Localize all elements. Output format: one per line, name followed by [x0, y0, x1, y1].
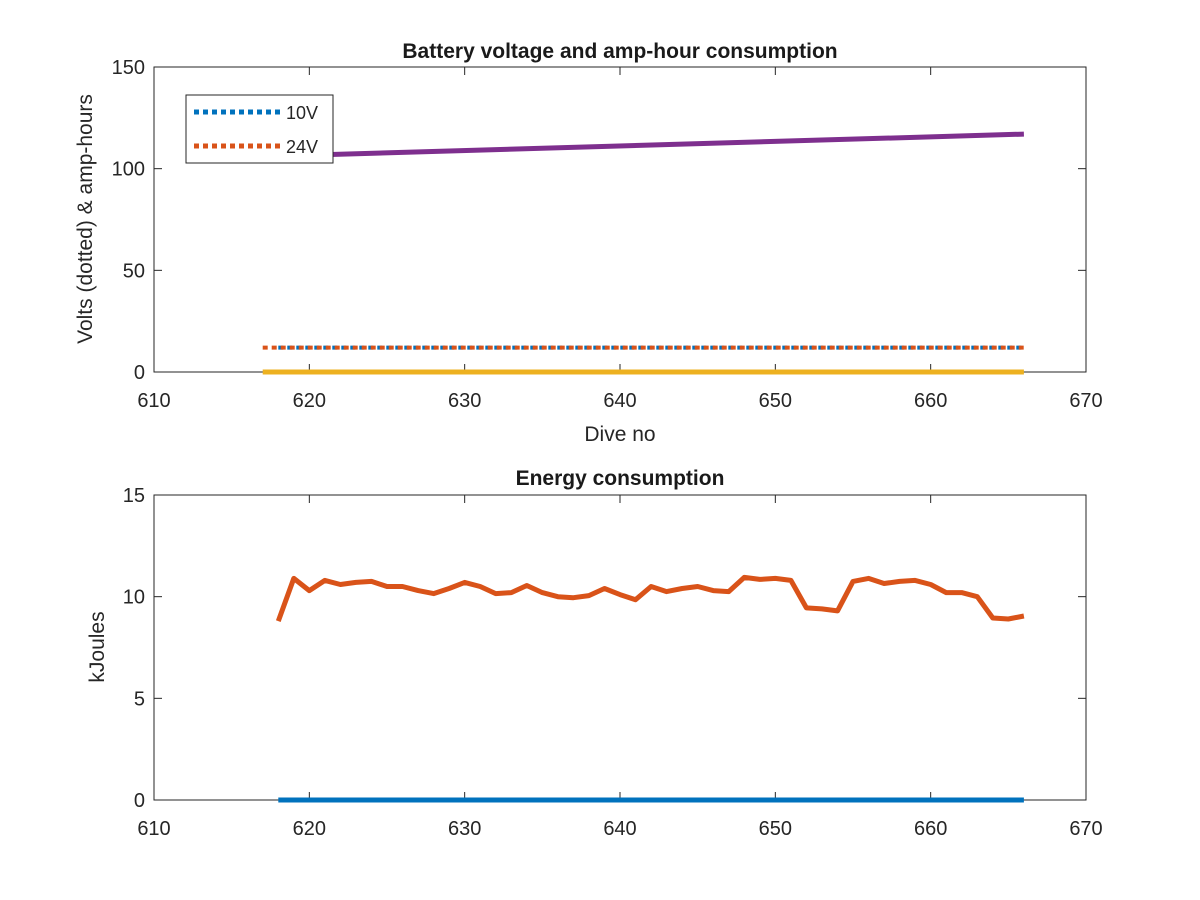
energy-chart-title: Energy consumption	[516, 467, 725, 490]
voltage-x-tick-label: 640	[603, 390, 636, 412]
voltage-y-tick-label: 50	[123, 260, 145, 282]
voltage-x-axis-label: Dive no	[584, 423, 655, 446]
energy-x-tick-label: 620	[293, 818, 326, 840]
legend-label-10v: 10V	[286, 103, 318, 123]
voltage-x-tick-label: 650	[759, 390, 792, 412]
energy-y-tick-label: 0	[134, 790, 145, 812]
voltage-legend: 10V 24V	[185, 94, 334, 164]
voltage-x-tick-label: 660	[914, 390, 947, 412]
energy-ticks: 610 620 630 640 650 660 670 0 5 10 15	[123, 485, 1103, 840]
voltage-x-tick-label: 620	[293, 390, 326, 412]
voltage-y-tick-label: 150	[112, 57, 145, 79]
energy-x-tick-label: 650	[759, 818, 792, 840]
voltage-x-tick-label: 630	[448, 390, 481, 412]
energy-plot-area	[153, 494, 1087, 801]
voltage-x-tick-label: 670	[1069, 390, 1102, 412]
voltage-y-tick-label: 100	[112, 159, 145, 181]
energy-y-axis-label: kJoules	[86, 611, 109, 682]
voltage-chart-title: Battery voltage and amp-hour consumption	[402, 40, 837, 63]
energy-x-tick-label: 660	[914, 818, 947, 840]
energy-x-tick-label: 630	[448, 818, 481, 840]
energy-series-group	[275, 574, 1025, 803]
energy-x-tick-label: 610	[137, 818, 170, 840]
legend-label-24v: 24V	[286, 137, 318, 157]
voltage-axes: 610 620 630 640 650 660 670 0 50 100 150 Battery v…	[74, 40, 1103, 446]
voltage-series-group	[262, 131, 1024, 375]
voltage-series-line-3	[262, 131, 1024, 159]
energy-y-tick-label: 10	[123, 587, 145, 609]
energy-x-tick-label: 640	[603, 818, 636, 840]
legend-box	[185, 94, 334, 164]
voltage-y-axis-label: Volts (dotted) & amp-hours	[74, 94, 97, 344]
energy-x-tick-label: 670	[1069, 818, 1102, 840]
energy-axes: 610 620 630 640 650 660 670 0 5 10 15 Energy consu…	[86, 467, 1103, 840]
voltage-y-tick-label: 0	[134, 362, 145, 384]
voltage-ticks: 610 620 630 640 650 660 670 0 50 100 150	[112, 57, 1103, 412]
energy-y-tick-label: 15	[123, 485, 145, 507]
voltage-x-tick-label: 610	[137, 390, 170, 412]
energy-y-tick-label: 5	[134, 688, 145, 710]
energy-series-line-1	[275, 574, 1025, 622]
